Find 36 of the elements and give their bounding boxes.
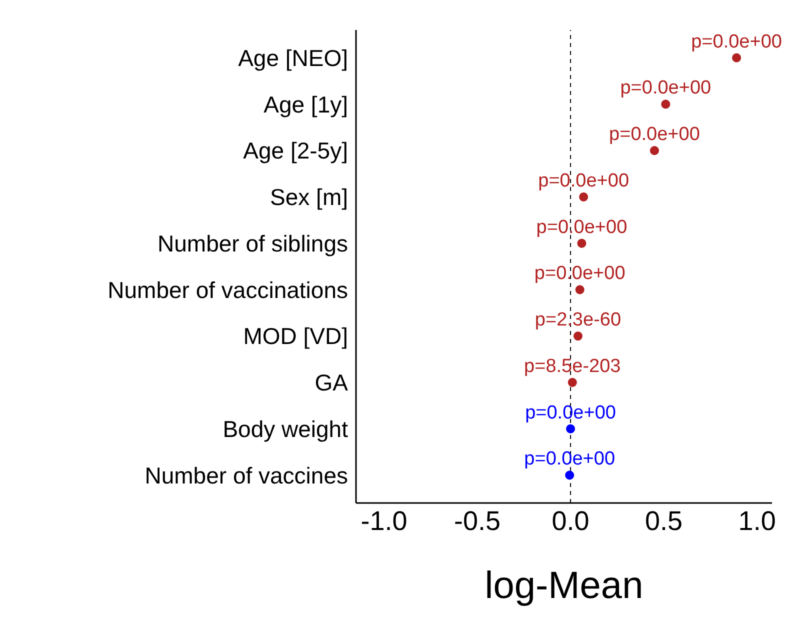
point — [565, 470, 574, 480]
y-tick-label: Number of vaccines — [144, 462, 348, 488]
x-tick-label: 0.0 — [552, 506, 590, 536]
point — [661, 100, 670, 109]
point — [650, 146, 659, 156]
data-label: p=0.0e+00 — [525, 402, 616, 424]
data-label: p=2.3e-60 — [534, 310, 622, 331]
point — [577, 238, 586, 248]
y-tick-label: MOD [VD] — [243, 323, 348, 350]
data-label: p=0.0e+00 — [691, 31, 782, 52]
point — [573, 332, 583, 341]
point — [566, 424, 576, 434]
data-label: p=8.5e-203 — [524, 356, 621, 377]
data-label: p=0.0e+00 — [620, 78, 712, 99]
x-tick-label: 1.0 — [738, 506, 776, 536]
y-tick-label: Number of siblings — [158, 230, 348, 256]
x-axis-title: log-Mean — [484, 565, 644, 607]
y-tick-label: Age [1y] — [264, 91, 348, 118]
data-label: p=0.0e+00 — [538, 170, 630, 192]
point — [575, 285, 584, 294]
y-tick-label: Sex [m] — [270, 184, 348, 210]
y-tick-label: Number of vaccinations — [108, 276, 348, 303]
y-tick-label: Age [2-5y] — [243, 138, 348, 164]
x-tick-label: 0.5 — [645, 506, 683, 536]
data-label: p=0.0e+00 — [609, 124, 700, 146]
y-tick-label: Age [NEO] — [238, 44, 348, 71]
data-label: p=0.0e+00 — [524, 448, 616, 470]
x-tick-label: -0.5 — [454, 506, 501, 536]
point — [579, 192, 588, 202]
point — [732, 53, 742, 62]
data-label: p=0.0e+00 — [536, 216, 628, 238]
y-tick-label: GA — [314, 370, 349, 396]
point — [568, 378, 577, 387]
x-tick-label: -1.0 — [360, 506, 408, 536]
data-label: p=0.0e+00 — [534, 263, 626, 284]
y-tick-label: Body weight — [222, 416, 349, 442]
